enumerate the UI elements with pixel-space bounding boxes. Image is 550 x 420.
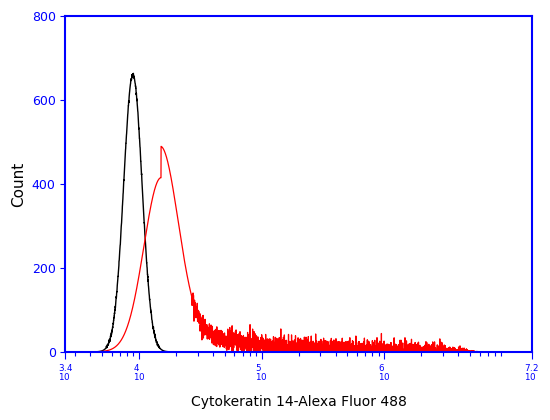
Y-axis label: Count: Count (11, 161, 26, 207)
X-axis label: Cytokeratin 14-Alexa Fluor 488: Cytokeratin 14-Alexa Fluor 488 (190, 395, 406, 409)
